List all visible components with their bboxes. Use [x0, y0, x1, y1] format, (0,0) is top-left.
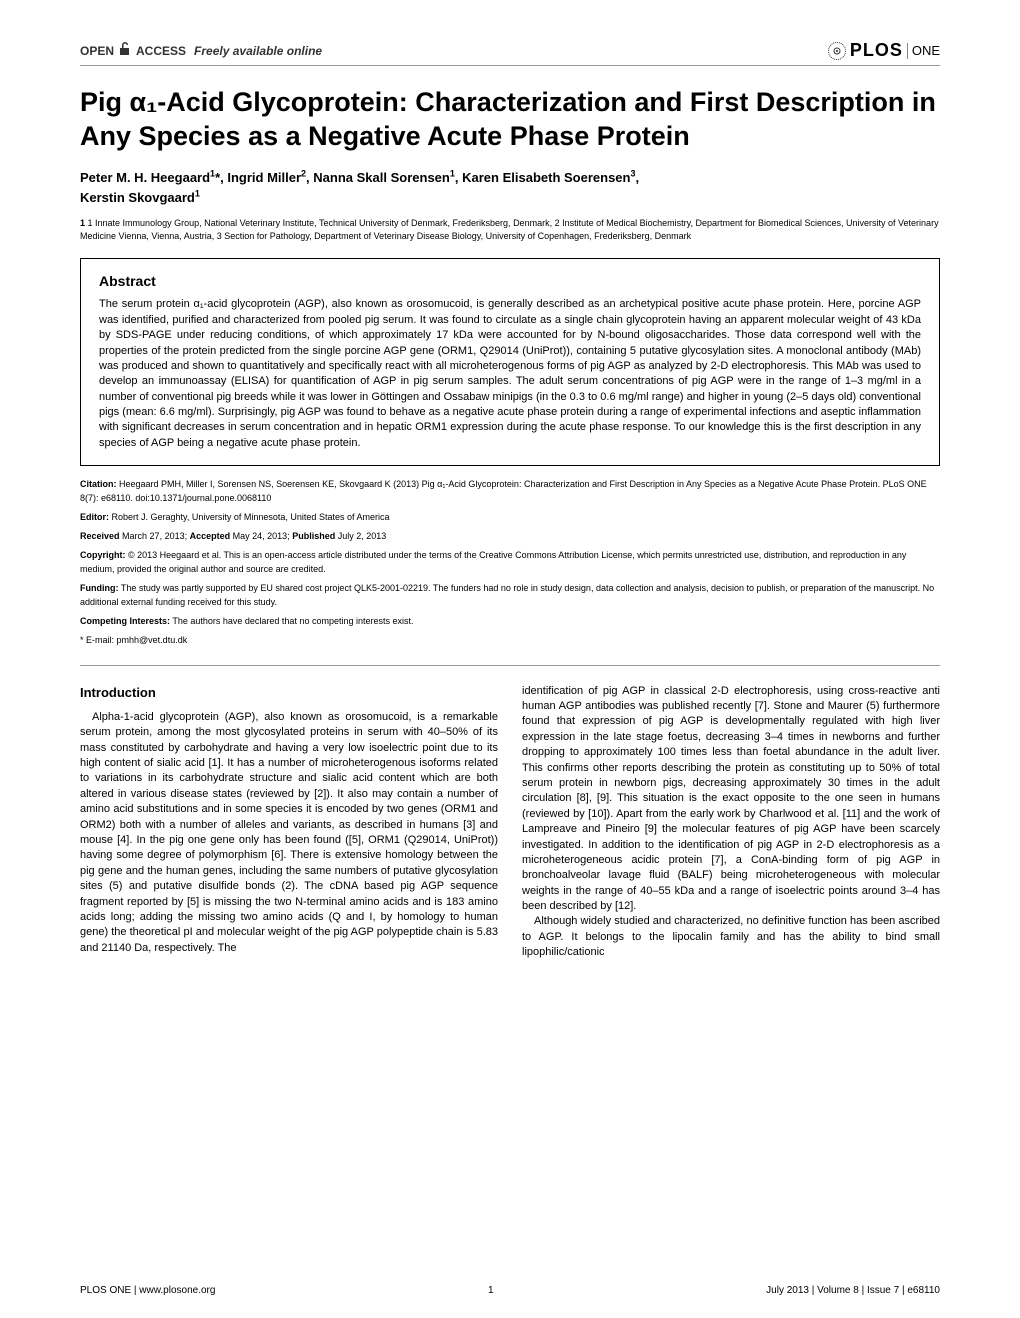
- open-lock-icon: [118, 41, 132, 60]
- dates-line: Received March 27, 2013; Accepted May 24…: [80, 530, 940, 544]
- copyright-text: © 2013 Heegaard et al. This is an open-a…: [80, 550, 906, 574]
- received-text: March 27, 2013;: [122, 531, 187, 541]
- received-label: Received: [80, 531, 120, 541]
- funding-label: Funding:: [80, 583, 118, 593]
- plos-text: PLOS: [850, 40, 903, 61]
- article-title: Pig α₁-Acid Glycoprotein: Characterizati…: [80, 86, 940, 154]
- intro-heading: Introduction: [80, 684, 498, 702]
- editor-label: Editor:: [80, 512, 109, 522]
- funding-line: Funding: The study was partly supported …: [80, 582, 940, 610]
- freely-label: Freely available online: [194, 44, 322, 58]
- author-2: Ingrid Miller2,: [227, 170, 309, 185]
- footer-left: PLOS ONE | www.plosone.org: [80, 1285, 215, 1296]
- header-bar: OPEN ACCESS Freely available online PLOS…: [80, 40, 940, 66]
- meta-block: Citation: Heegaard PMH, Miller I, Sorens…: [80, 478, 940, 665]
- plos-one-text: ONE: [912, 43, 940, 58]
- affiliations: 1 1 Innate Immunology Group, National Ve…: [80, 217, 940, 242]
- abstract-heading: Abstract: [99, 273, 921, 289]
- editor-line: Editor: Robert J. Geraghty, University o…: [80, 511, 940, 525]
- page-footer: PLOS ONE | www.plosone.org 1 July 2013 |…: [80, 1285, 940, 1296]
- plos-circle-icon: [828, 42, 846, 60]
- affiliation-text: 1 Innate Immunology Group, National Vete…: [80, 218, 939, 241]
- intro-para-2b: Although widely studied and characterize…: [522, 914, 940, 960]
- column-left: Introduction Alpha-1-acid glycoprotein (…: [80, 684, 498, 961]
- email-line: * E-mail: pmhh@vet.dtu.dk: [80, 634, 940, 648]
- abstract-box: Abstract The serum protein α₁-acid glyco…: [80, 258, 940, 466]
- copyright-label: Copyright:: [80, 550, 126, 560]
- body-columns: Introduction Alpha-1-acid glycoprotein (…: [80, 684, 940, 961]
- email-label: * E-mail:: [80, 635, 114, 645]
- citation-label: Citation:: [80, 479, 117, 489]
- author-5: Kerstin Skovgaard1: [80, 190, 200, 205]
- published-text: July 2, 2013: [338, 531, 387, 541]
- competing-line: Competing Interests: The authors have de…: [80, 615, 940, 629]
- access-label: ACCESS: [136, 44, 186, 58]
- footer-right: July 2013 | Volume 8 | Issue 7 | e68110: [766, 1285, 940, 1296]
- abstract-text: The serum protein α₁-acid glycoprotein (…: [99, 297, 921, 451]
- accepted-text: May 24, 2013;: [233, 531, 290, 541]
- plos-logo: PLOS ONE: [828, 40, 940, 61]
- editor-text: Robert J. Geraghty, University of Minnes…: [112, 512, 390, 522]
- open-access-label: OPEN ACCESS Freely available online: [80, 41, 322, 60]
- open-label: OPEN: [80, 44, 114, 58]
- author-1: Peter M. H. Heegaard1*,: [80, 170, 224, 185]
- competing-label: Competing Interests:: [80, 616, 170, 626]
- footer-page-number: 1: [488, 1285, 494, 1296]
- column-right: identification of pig AGP in classical 2…: [522, 684, 940, 961]
- intro-para-2a: identification of pig AGP in classical 2…: [522, 684, 940, 915]
- accepted-label: Accepted: [190, 531, 231, 541]
- logo-divider: [907, 43, 908, 59]
- authors-line: Peter M. H. Heegaard1*, Ingrid Miller2, …: [80, 168, 940, 208]
- copyright-line: Copyright: © 2013 Heegaard et al. This i…: [80, 549, 940, 577]
- citation-text: Heegaard PMH, Miller I, Sorensen NS, Soe…: [80, 479, 927, 503]
- email-text: pmhh@vet.dtu.dk: [117, 635, 188, 645]
- funding-text: The study was partly supported by EU sha…: [80, 583, 934, 607]
- author-4: Karen Elisabeth Soerensen3,: [462, 170, 639, 185]
- intro-para-1: Alpha-1-acid glycoprotein (AGP), also kn…: [80, 710, 498, 956]
- citation-line: Citation: Heegaard PMH, Miller I, Sorens…: [80, 478, 940, 506]
- author-3: Nanna Skall Sorensen1,: [313, 170, 458, 185]
- published-label: Published: [292, 531, 335, 541]
- competing-text: The authors have declared that no compet…: [172, 616, 413, 626]
